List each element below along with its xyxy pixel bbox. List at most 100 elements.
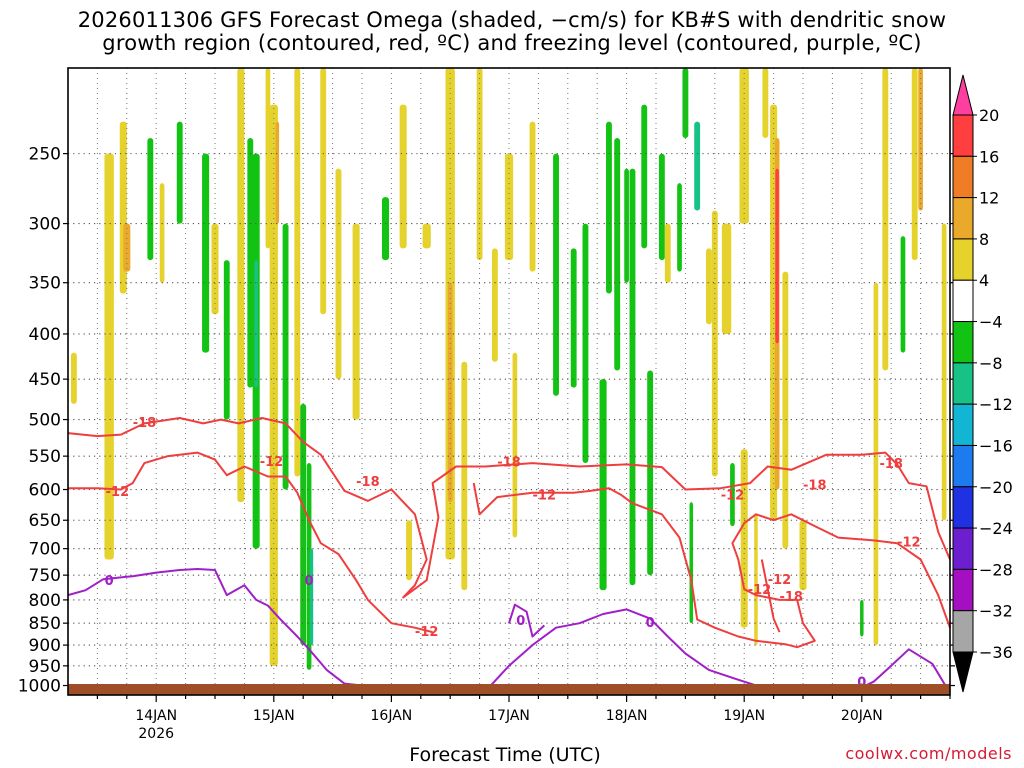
omega-patch	[682, 68, 689, 138]
omega-patch	[237, 68, 245, 503]
y-tick-label: 700	[29, 540, 61, 560]
omega-patch	[606, 121, 612, 294]
x-tick-label: 20JAN	[841, 708, 883, 724]
colorbar-label: −24	[979, 519, 1013, 538]
x-tick-label: 19JAN	[723, 708, 765, 724]
omega-patch	[399, 104, 407, 249]
colorbar-segment	[952, 155, 974, 199]
omega-patch	[422, 223, 431, 249]
contour-label: 0	[857, 676, 866, 691]
colorbar-label: −32	[979, 602, 1013, 621]
colorbar-segment	[952, 362, 974, 405]
chart-title-line1: 2026011306 GFS Forecast Omega (shaded, −…	[77, 8, 947, 32]
omega-patch	[677, 183, 682, 272]
colorbar-segment	[952, 568, 974, 612]
y-tick-label: 800	[29, 591, 61, 611]
contour-label: -18	[779, 590, 803, 605]
contour-label: -12	[533, 489, 557, 504]
omega-patch	[247, 137, 254, 388]
omega-patch	[941, 223, 947, 521]
colorbar-segment	[952, 279, 974, 323]
x-tick-label: 14JAN	[135, 708, 177, 724]
omega-patch	[202, 153, 210, 353]
omega-patch	[739, 68, 749, 224]
omega-patch	[730, 463, 735, 527]
contour-line	[68, 451, 433, 634]
y-tick-label: 900	[29, 636, 61, 656]
colorbar-label: 12	[979, 189, 999, 208]
contour-line	[67, 417, 951, 599]
contour-label: -18	[879, 457, 903, 472]
omega-patch	[512, 352, 518, 538]
contour-line	[849, 648, 948, 695]
contour-line	[760, 559, 781, 633]
omega-patch	[300, 403, 307, 646]
colorbar-segment	[952, 197, 974, 240]
omega-patch	[721, 223, 732, 334]
omega-patch	[911, 68, 918, 261]
contour-label: -18	[803, 478, 827, 493]
chart-title-line2: growth region (contoured, red, ºC) and f…	[102, 31, 922, 55]
omega-patch	[570, 248, 577, 388]
omega-patch	[176, 121, 183, 224]
contour-label: -12	[897, 535, 921, 550]
omega-patch	[900, 236, 906, 353]
colorbar-label: 20	[979, 106, 999, 125]
colorbar-arrow-top	[952, 74, 974, 116]
y-axis: 2503003504004505005506006507007508008509…	[18, 145, 955, 697]
y-tick-label: 600	[29, 481, 61, 501]
contour-label: -12	[260, 455, 284, 470]
x-tick-label: 18JAN	[606, 708, 648, 724]
omega-patch	[689, 502, 694, 624]
y-tick-label: 500	[29, 411, 61, 431]
omega-patch	[553, 153, 559, 396]
colorbar-segment	[952, 610, 974, 653]
colorbar-label: 8	[979, 230, 989, 249]
omega-patch	[406, 520, 412, 581]
colorbar-label: −12	[979, 395, 1013, 414]
colorbar-segment	[952, 527, 974, 570]
omega-patch	[265, 68, 271, 249]
omega-patch	[629, 168, 636, 586]
colorbar-label: −20	[979, 478, 1013, 497]
omega-patch	[782, 271, 789, 549]
y-tick-label: 1000	[18, 677, 61, 697]
y-tick-label: 300	[29, 215, 61, 235]
colorbar-segment	[952, 114, 974, 157]
omega-patch	[882, 68, 889, 371]
omega-patch	[335, 168, 342, 380]
omega-patch	[799, 520, 807, 591]
colorbar-label: −36	[979, 643, 1013, 662]
colorbar-segment	[952, 444, 974, 488]
omega-patch	[254, 260, 258, 388]
y-tick-label: 750	[29, 566, 61, 586]
x-tick-label: 16JAN	[371, 708, 413, 724]
contour-line	[508, 603, 545, 638]
x-year-label: 2026	[138, 726, 174, 742]
contour-label: 0	[105, 574, 114, 589]
omega-patch	[447, 282, 453, 503]
y-tick-label: 850	[29, 614, 61, 634]
omega-patch	[754, 514, 758, 646]
omega-patch	[491, 248, 498, 362]
omega-patch	[641, 104, 648, 249]
colorbar-label: −8	[979, 354, 1003, 373]
omega-patch	[159, 183, 165, 283]
colorbar-label: 16	[979, 147, 999, 166]
colorbar: 20 16 12 8 4 −4 −8 −12 −16 −20 −24 −28 −32 −36	[952, 74, 1013, 693]
colorbar-arrow-bottom	[952, 651, 974, 693]
y-tick-label: 650	[29, 511, 61, 531]
contour-label: -18	[497, 456, 521, 471]
x-tick-label: 15JAN	[253, 708, 295, 724]
colorbar-label: −16	[979, 436, 1013, 455]
contour-label: -12	[415, 625, 439, 640]
y-tick-label: 400	[29, 325, 61, 345]
omega-shading	[70, 68, 947, 670]
omega-patch	[476, 68, 483, 261]
x-tick-label: 17JAN	[488, 708, 530, 724]
omega-patch	[352, 223, 360, 420]
y-tick-label: 450	[29, 370, 61, 390]
dendritic-growth-contours	[67, 417, 951, 649]
colorbar-segment	[952, 238, 974, 281]
